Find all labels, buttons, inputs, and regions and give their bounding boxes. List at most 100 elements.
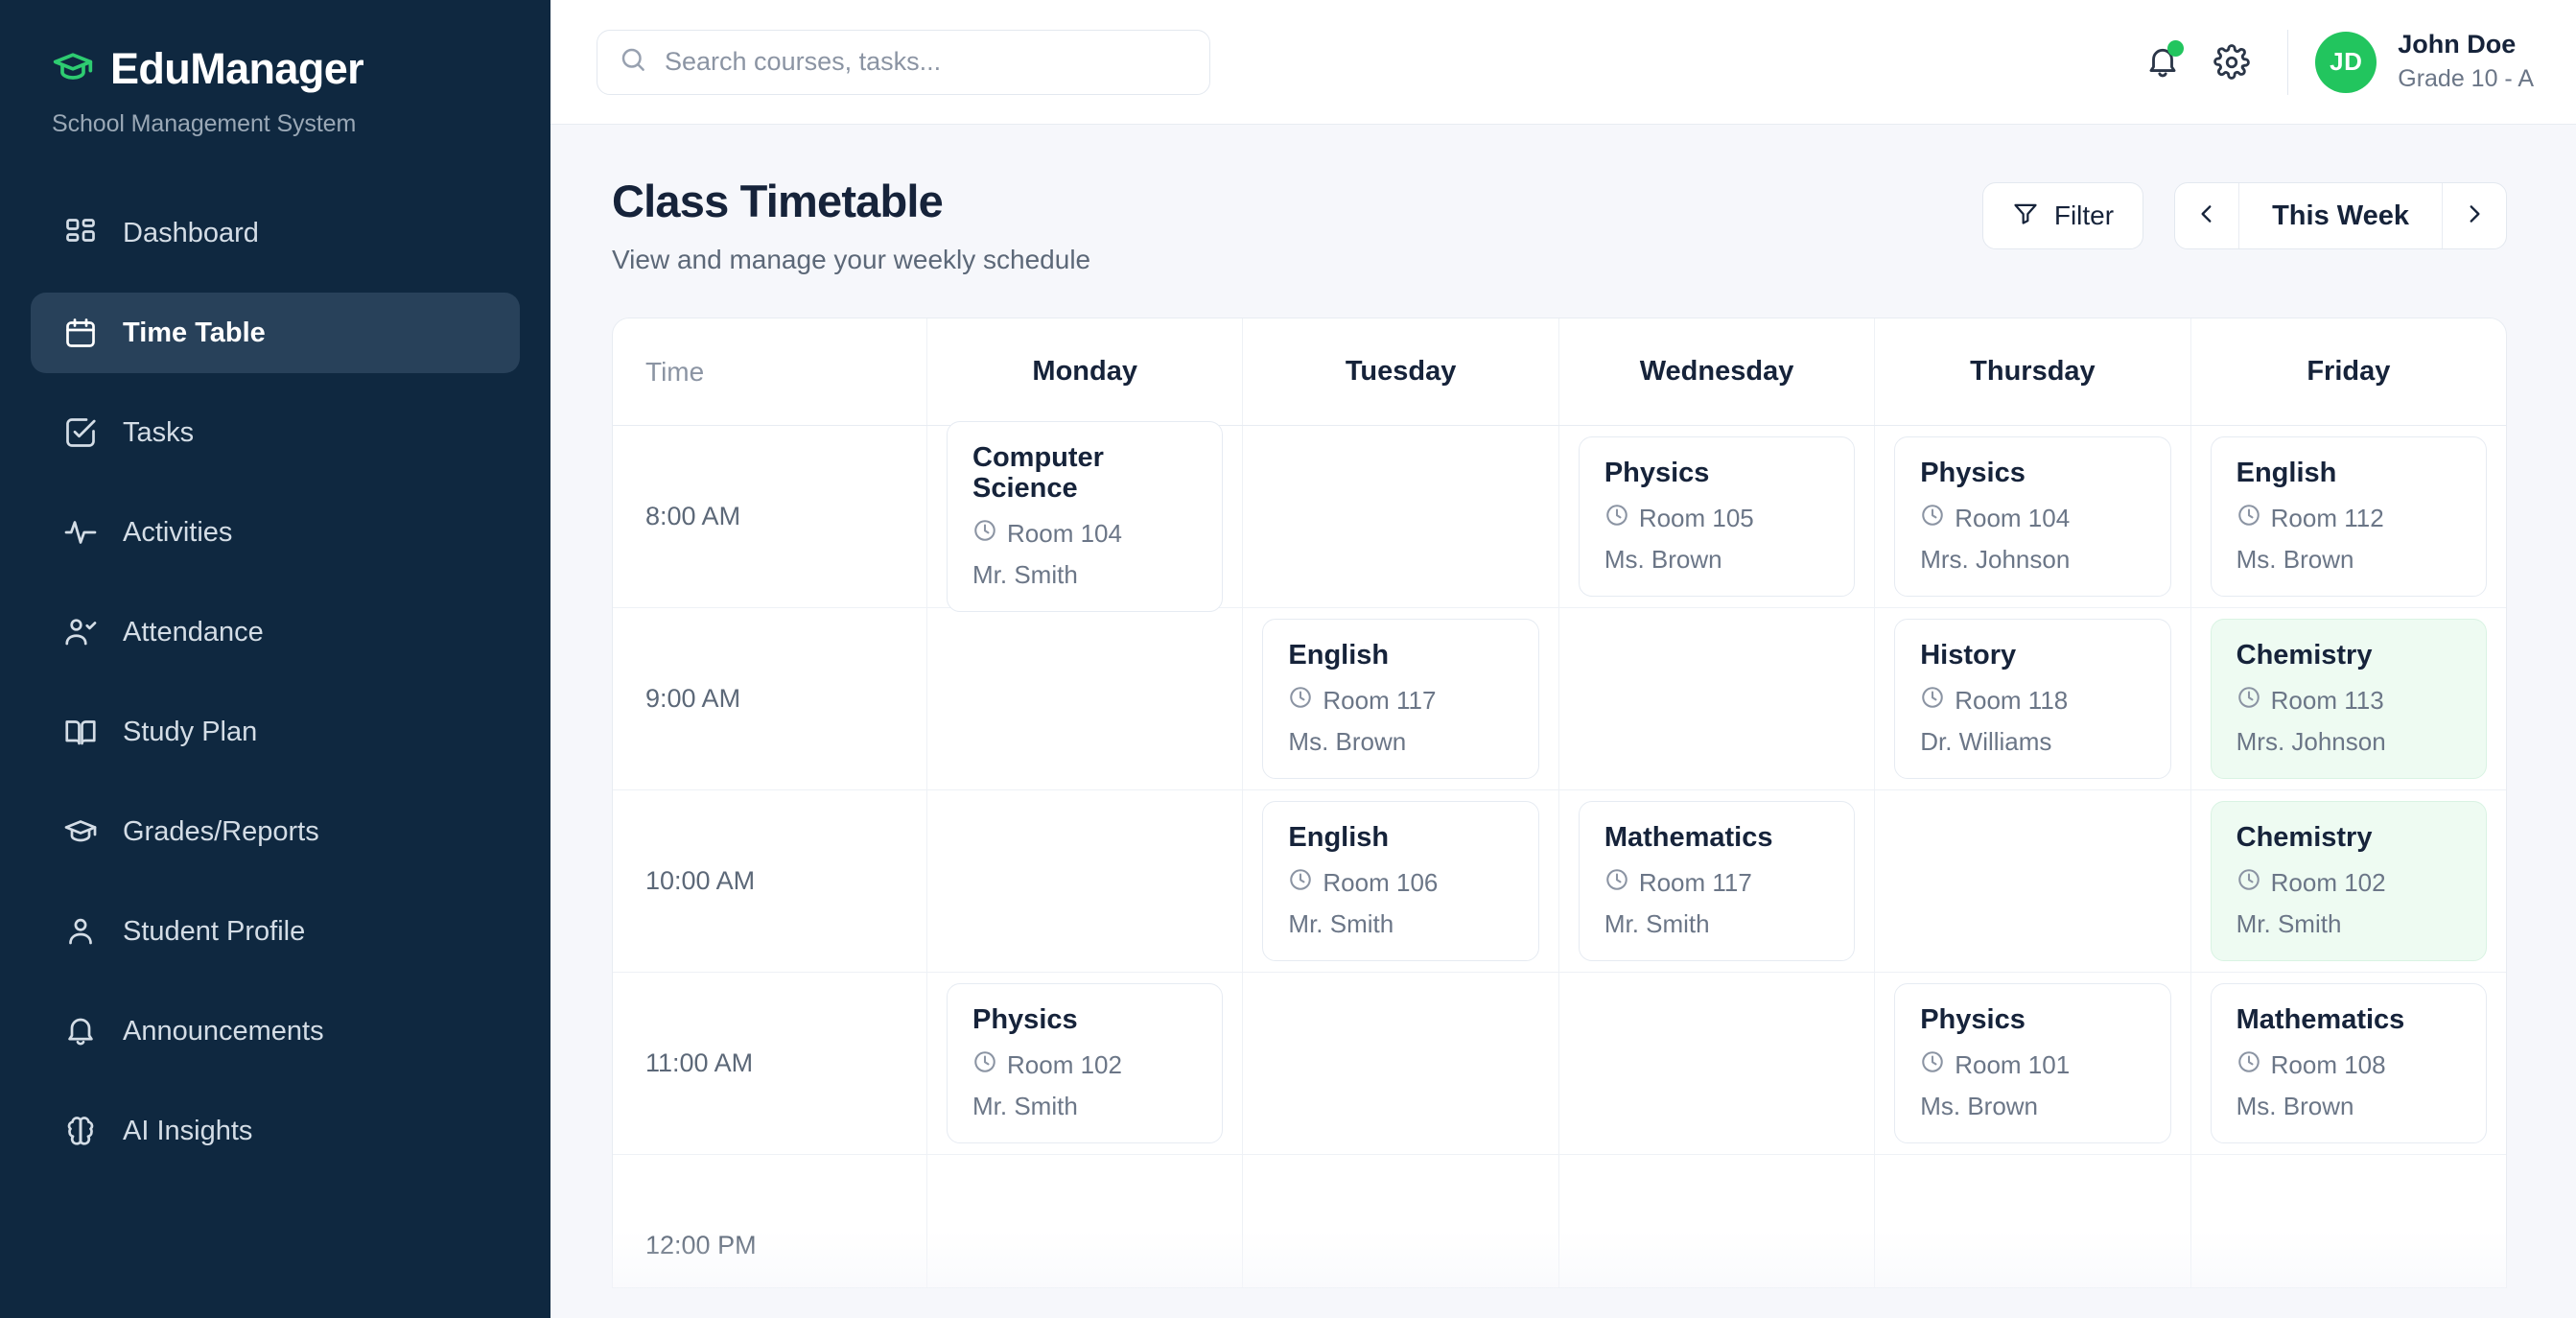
class-room-row: Room 101 — [1920, 1049, 2148, 1081]
sidebar-item-ai-insights[interactable]: AI Insights — [31, 1091, 520, 1171]
class-card[interactable]: English Room 112 Ms. Brown — [2210, 436, 2488, 597]
timetable-cell: Chemistry Room 102 Mr. Smith — [2191, 790, 2506, 972]
timetable-row: 12:00 PM — [613, 1155, 2506, 1287]
sidebar-item-label: Dashboard — [123, 217, 259, 248]
class-teacher: Mrs. Johnson — [2236, 726, 2386, 756]
clock-icon — [1604, 503, 1629, 534]
sidebar-item-attendance[interactable]: Attendance — [31, 592, 520, 672]
time-slot-label: 10:00 AM — [645, 866, 756, 895]
timetable-cell: History Room 118 Dr. Williams — [1875, 608, 2191, 789]
brain-icon — [63, 1114, 98, 1148]
sidebar-item-grades-reports[interactable]: Grades/Reports — [31, 791, 520, 872]
timetable-cell: Physics Room 105 Ms. Brown — [1559, 426, 1876, 607]
class-card[interactable]: Physics Room 105 Ms. Brown — [1578, 436, 1856, 597]
timetable-col-wednesday: Wednesday — [1559, 318, 1876, 425]
class-teacher: Mr. Smith — [972, 1091, 1078, 1120]
class-subject: Physics — [1604, 458, 1710, 489]
class-room: Room 118 — [1955, 685, 2069, 715]
timetable-cell — [1875, 790, 2191, 972]
class-card[interactable]: English Room 117 Ms. Brown — [1262, 619, 1539, 779]
class-room: Room 101 — [1955, 1049, 2071, 1079]
clock-icon — [1920, 685, 1945, 717]
check-square-icon — [63, 415, 98, 450]
week-label[interactable]: This Week — [2238, 183, 2443, 248]
class-subject: Chemistry — [2236, 640, 2373, 671]
user-check-icon — [63, 615, 98, 649]
class-room-row: Room 106 — [1288, 867, 1516, 899]
filter-button[interactable]: Filter — [1981, 182, 2144, 249]
chevron-left-icon — [2194, 201, 2219, 231]
timetable-cell: Chemistry Room 113 Mrs. Johnson — [2191, 608, 2506, 789]
class-room-row: Room 118 — [1920, 685, 2148, 717]
clock-icon — [2236, 867, 2261, 899]
class-room-row: Room 112 — [2236, 503, 2465, 534]
class-room-row: Room 108 — [2236, 1049, 2465, 1081]
day-column-header: Tuesday — [1345, 356, 1457, 387]
class-teacher: Mr. Smith — [1604, 908, 1710, 938]
sidebar-item-dashboard[interactable]: Dashboard — [31, 193, 520, 273]
sidebar-item-label: Attendance — [123, 616, 264, 647]
class-card[interactable]: Chemistry Room 102 Mr. Smith — [2210, 801, 2488, 961]
page-title: Class Timetable — [612, 176, 944, 226]
timetable-cell: English Room 112 Ms. Brown — [2191, 426, 2506, 607]
sidebar-item-announcements[interactable]: Announcements — [31, 991, 520, 1071]
empty-slot — [1579, 698, 1855, 699]
clock-icon — [1920, 503, 1945, 534]
sidebar-item-tasks[interactable]: Tasks — [31, 392, 520, 473]
class-card[interactable]: Physics Room 104 Mrs. Johnson — [1894, 436, 2171, 597]
class-subject: English — [1288, 640, 1390, 671]
timetable-cell: English Room 106 Mr. Smith — [1243, 790, 1559, 972]
week-navigator: This Week — [2174, 182, 2507, 249]
user-menu[interactable]: JD John Doe Grade 10 - A — [2315, 29, 2534, 94]
class-card[interactable]: History Room 118 Dr. Williams — [1894, 619, 2171, 779]
search-icon — [619, 45, 647, 79]
timetable-cell: Physics Room 101 Ms. Brown — [1875, 973, 2191, 1154]
clock-icon — [1288, 867, 1313, 899]
class-room: Room 112 — [2270, 503, 2384, 532]
class-room: Room 104 — [1007, 518, 1122, 548]
clock-icon — [2236, 685, 2261, 717]
class-card[interactable]: English Room 106 Mr. Smith — [1262, 801, 1539, 961]
class-card[interactable]: Computer Science Room 104 Mr. Smith — [947, 421, 1224, 612]
class-teacher: Ms. Brown — [2236, 1091, 2354, 1120]
sidebar-item-label: Grades/Reports — [123, 815, 319, 847]
activity-pulse-icon — [63, 515, 98, 550]
settings-button[interactable] — [2197, 28, 2266, 97]
timetable-cell — [1559, 1155, 1876, 1287]
sidebar-item-label: Activities — [123, 516, 233, 548]
timetable-col-tuesday: Tuesday — [1243, 318, 1559, 425]
time-column-header: Time — [645, 356, 705, 387]
class-room: Room 102 — [2270, 867, 2386, 897]
user-icon — [63, 914, 98, 949]
class-teacher: Mr. Smith — [1288, 908, 1394, 938]
time-slot-cell: 9:00 AM — [613, 608, 927, 789]
time-slot-label: 11:00 AM — [645, 1048, 754, 1077]
prev-week-button[interactable] — [2175, 183, 2238, 248]
sidebar-item-time-table[interactable]: Time Table — [31, 293, 520, 373]
brand-block: EduManager School Management System — [0, 0, 550, 138]
sidebar-item-study-plan[interactable]: Study Plan — [31, 692, 520, 772]
class-subject: Computer Science — [972, 442, 1104, 504]
class-card[interactable]: Physics Room 102 Mr. Smith — [947, 983, 1224, 1143]
sidebar-item-activities[interactable]: Activities — [31, 492, 520, 573]
clock-icon — [972, 1049, 997, 1081]
class-card[interactable]: Chemistry Room 113 Mrs. Johnson — [2210, 619, 2488, 779]
class-subject: Mathematics — [2236, 1004, 2405, 1036]
timetable-cell: Mathematics Room 108 Ms. Brown — [2191, 973, 2506, 1154]
top-bar: Search courses, tasks... — [550, 0, 2576, 125]
empty-slot — [1579, 1245, 1855, 1246]
time-slot-cell: 11:00 AM — [613, 973, 927, 1154]
class-card[interactable]: Physics Room 101 Ms. Brown — [1894, 983, 2171, 1143]
notifications-button[interactable] — [2128, 28, 2197, 97]
time-slot-label: 8:00 AM — [645, 502, 741, 530]
content-area: Class Timetable View and manage your wee… — [550, 125, 2576, 1318]
topbar-divider — [2286, 29, 2289, 95]
search-input[interactable]: Search courses, tasks... — [597, 29, 1210, 95]
next-week-button[interactable] — [2443, 183, 2506, 248]
day-column-header: Friday — [2307, 356, 2391, 387]
class-card[interactable]: Mathematics Room 108 Ms. Brown — [2210, 983, 2488, 1143]
sidebar-item-student-profile[interactable]: Student Profile — [31, 891, 520, 972]
avatar: JD — [2315, 31, 2377, 93]
class-card[interactable]: Mathematics Room 117 Mr. Smith — [1578, 801, 1856, 961]
